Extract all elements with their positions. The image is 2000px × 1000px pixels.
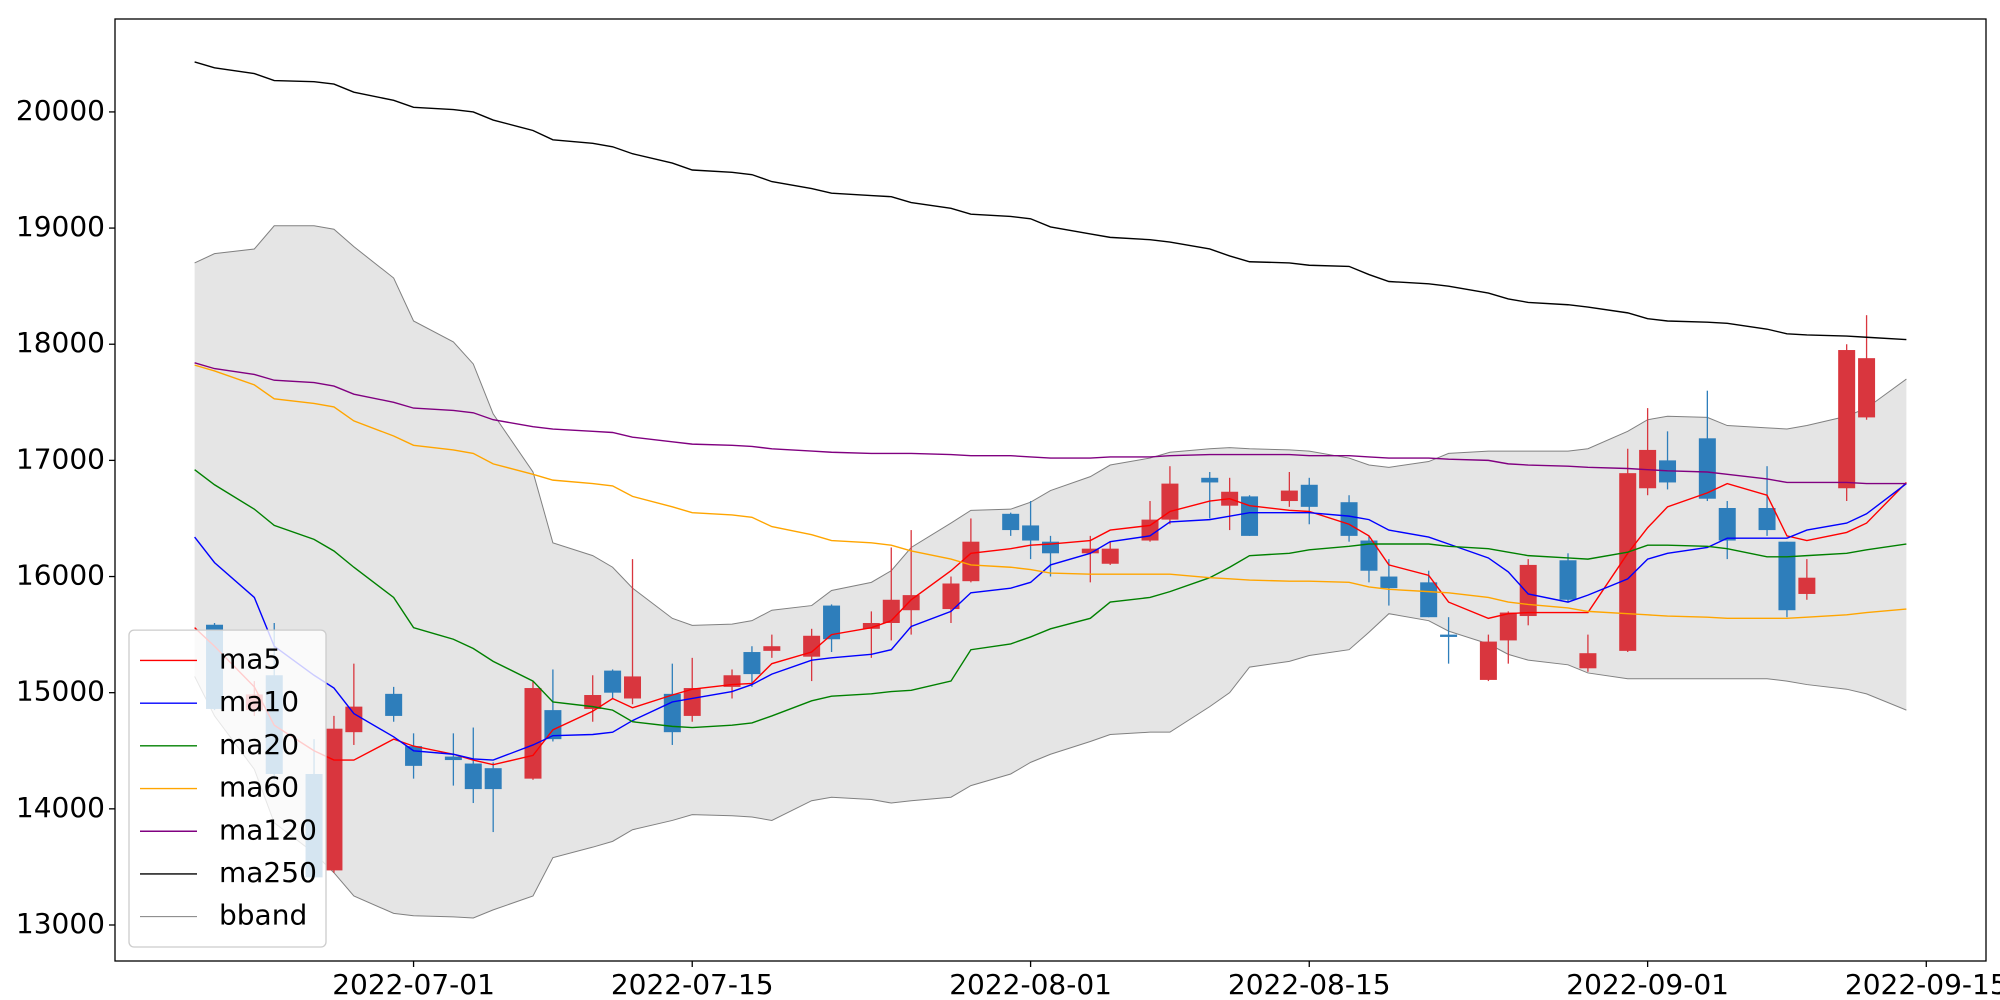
y-tick-label: 18000 [16, 326, 105, 359]
candle-body [1778, 541, 1796, 611]
candle-body [444, 756, 462, 761]
candle-body [803, 635, 821, 657]
x-tick-label: 2022-07-01 [332, 968, 495, 1000]
candle-body [1758, 508, 1776, 531]
legend-label: ma5 [219, 642, 281, 675]
y-tick-label: 20000 [16, 94, 105, 127]
candle-body [1380, 576, 1398, 589]
candle-body [1201, 477, 1219, 483]
ma-line [194, 483, 1907, 761]
candle-body [1559, 560, 1577, 600]
candle-body [1280, 490, 1298, 502]
candle-body [1858, 358, 1876, 418]
candle-body [1241, 496, 1259, 536]
candle-body [1718, 508, 1736, 541]
candle-body [1579, 653, 1597, 669]
x-tick-label: 2022-09-01 [1566, 968, 1729, 1000]
candle-body [1619, 473, 1637, 651]
bband-upper [194, 225, 1907, 626]
candle-body [405, 746, 423, 766]
candle-body [464, 763, 482, 790]
candle-body [1300, 484, 1318, 507]
y-tick-label: 19000 [16, 210, 105, 243]
legend-label: ma60 [219, 771, 299, 804]
candle-body [862, 622, 880, 629]
x-tick-label: 2022-08-01 [949, 968, 1112, 1000]
candle-body [1081, 548, 1099, 554]
x-tick-label: 2022-08-15 [1228, 968, 1391, 1000]
candle-body [1002, 513, 1020, 531]
candle-body [683, 688, 701, 716]
ma-line [194, 469, 1907, 729]
candle-body [823, 605, 841, 640]
x-tick-label: 2022-09-15 [1845, 968, 2000, 1000]
candle-body [345, 706, 363, 733]
candle-body [1479, 641, 1497, 680]
y-tick-label: 13000 [16, 907, 105, 940]
y-tick-label: 15000 [16, 675, 105, 708]
candle-body [1360, 540, 1378, 571]
ma-line [194, 61, 1907, 341]
candle-body [1838, 350, 1856, 489]
candle-body [524, 688, 542, 779]
legend-label: ma20 [219, 728, 299, 761]
candle-body [1101, 548, 1119, 564]
y-tick-label: 16000 [16, 559, 105, 592]
candle-body [902, 595, 920, 611]
candle-body [1042, 541, 1059, 554]
candle-body [1499, 612, 1517, 641]
candle-body [962, 541, 980, 582]
candle-body [484, 768, 502, 790]
legend-label: ma10 [219, 685, 299, 718]
candle-body [882, 599, 900, 623]
ma-line [194, 362, 1907, 485]
candle-body [325, 728, 343, 871]
bband-lower [194, 613, 1907, 919]
y-tick-label: 14000 [16, 791, 105, 824]
candle-body [604, 670, 622, 693]
candle-body [1022, 525, 1040, 541]
ma-line [194, 364, 1907, 620]
candle-body [624, 676, 642, 699]
candle-body [1440, 634, 1458, 637]
plot-frame [114, 18, 1987, 962]
legend-label: ma250 [219, 856, 317, 889]
candle-body [1340, 502, 1358, 536]
legend: ma5 ma10 ma20 ma60 ma120 ma250 bband [128, 629, 327, 948]
candle-body [1519, 564, 1537, 617]
candle-body [723, 675, 741, 687]
x-tick-label: 2022-07-15 [611, 968, 774, 1000]
legend-box [128, 629, 327, 948]
candle-body [743, 652, 761, 675]
candle-body [1161, 483, 1179, 520]
candle-body [1698, 438, 1716, 499]
candle-body [385, 693, 403, 716]
y-tick-label: 17000 [16, 442, 105, 475]
candle-body [544, 710, 562, 740]
legend-label: bband [219, 899, 307, 932]
candle-body [1420, 582, 1438, 618]
candle-body [1141, 519, 1159, 541]
legend-label: ma120 [219, 813, 317, 846]
ma-line [194, 481, 1907, 766]
candle-body [942, 583, 960, 610]
candle-body [1798, 577, 1816, 594]
candle-body [763, 646, 781, 651]
